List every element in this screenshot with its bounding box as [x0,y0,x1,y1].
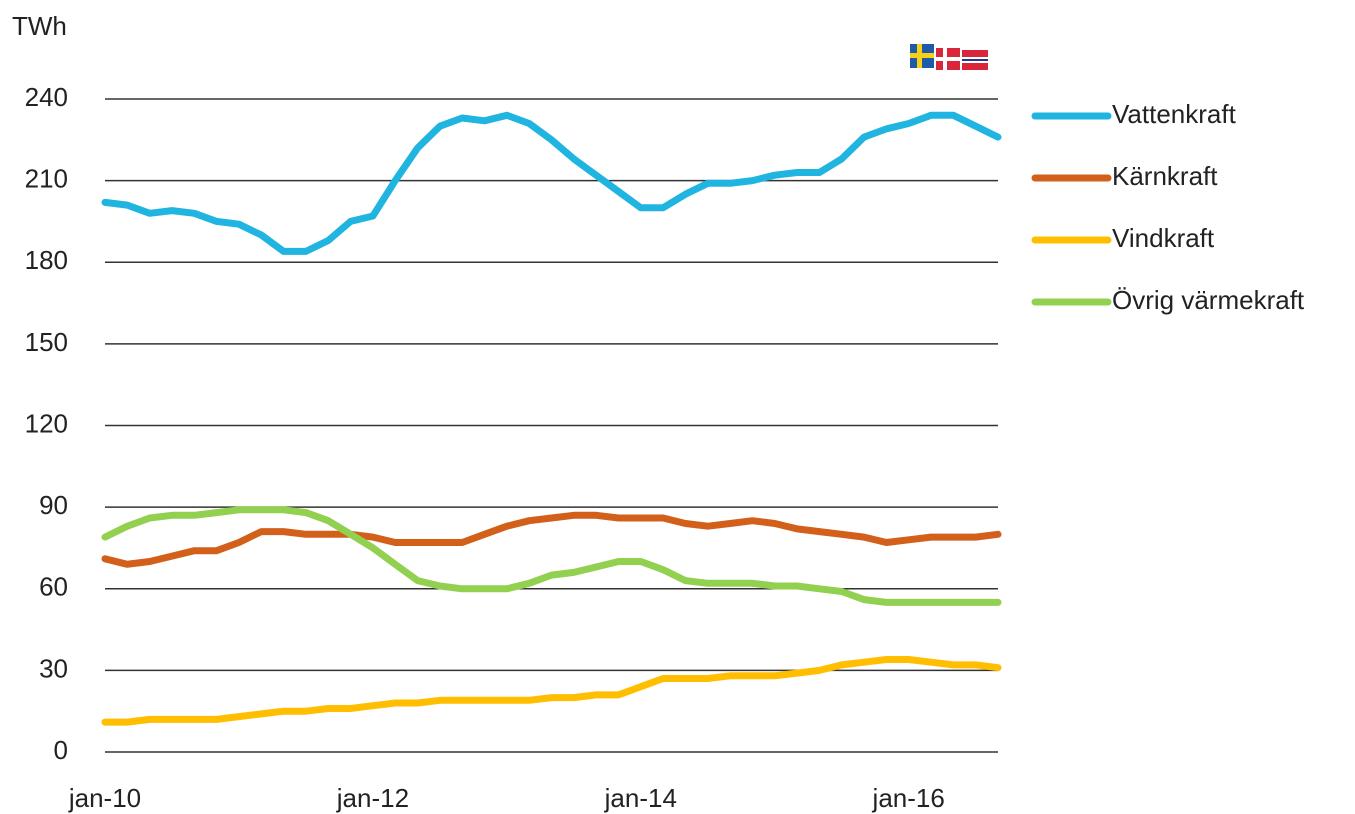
series-line [101,511,1002,568]
y-tick-label: 60 [39,572,68,602]
y-tick-label: 120 [25,408,68,438]
legend-label: Kärnkraft [1112,161,1218,191]
x-tick-label: jan-12 [336,783,409,813]
y-axis-label: TWh [12,11,67,41]
flags-icon [910,44,988,70]
y-tick-label: 0 [54,735,68,765]
legend-label: Vattenkraft [1112,99,1237,129]
series-line [101,506,1002,606]
x-tick-label: jan-14 [604,783,677,813]
legend-label: Vindkraft [1112,223,1215,253]
y-tick-label: 150 [25,327,68,357]
y-tick-label: 180 [25,245,68,275]
y-tick-label: 90 [39,490,68,520]
x-tick-label: jan-16 [872,783,945,813]
x-tick-label: jan-10 [68,783,141,813]
series-line [101,656,1002,726]
series-line [101,111,1002,255]
y-tick-label: 210 [25,164,68,194]
y-tick-label: 30 [39,653,68,683]
y-tick-label: 240 [25,82,68,112]
legend-label: Övrig värmekraft [1112,285,1305,315]
